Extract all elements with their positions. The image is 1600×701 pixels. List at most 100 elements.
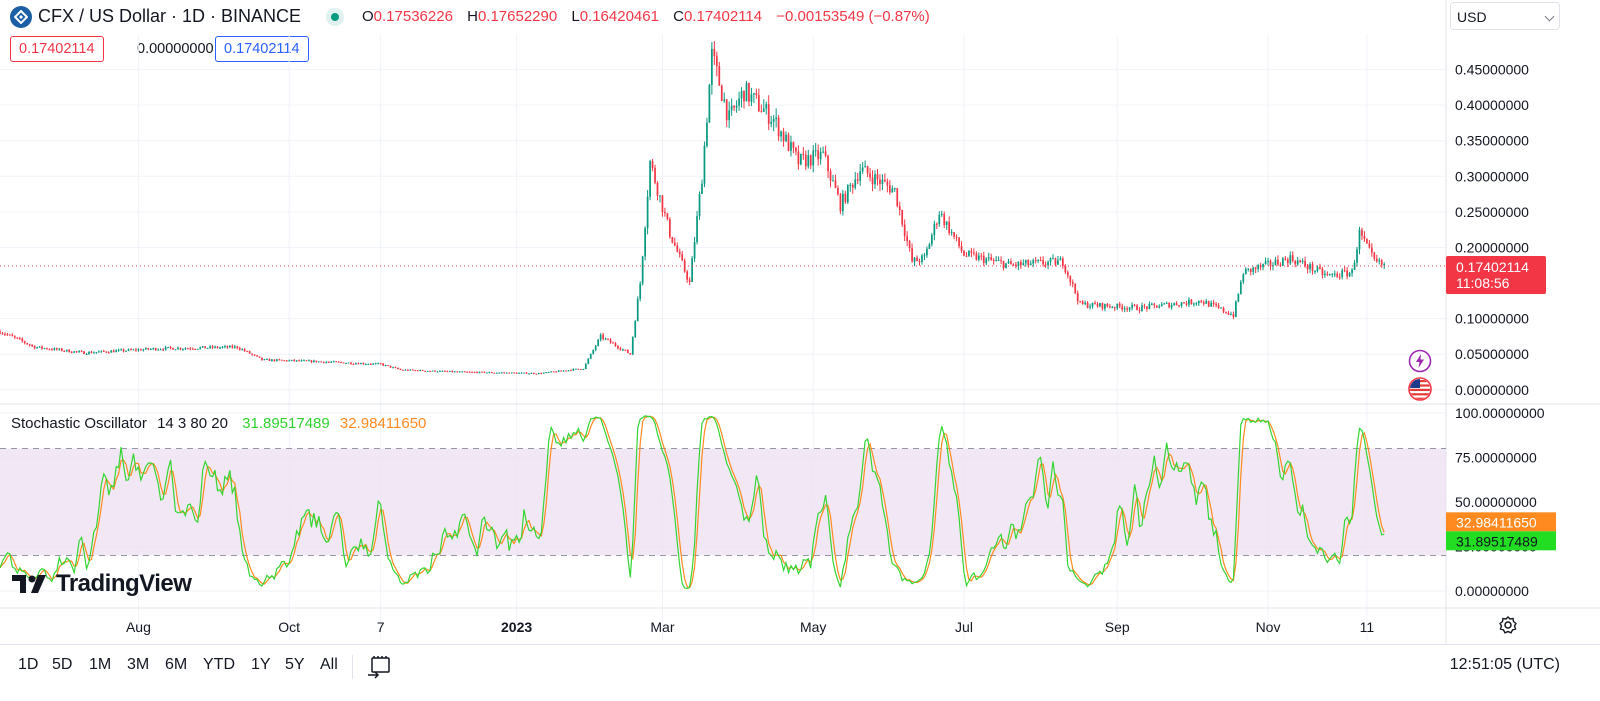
candle-body bbox=[1314, 271, 1316, 273]
oscillator-tick-label: 0.00000000 bbox=[1455, 583, 1529, 599]
price-tick-label: 0.45000000 bbox=[1455, 62, 1529, 78]
candle-body bbox=[1019, 261, 1022, 265]
range-ytd-button[interactable]: YTD bbox=[203, 656, 235, 673]
candle-body bbox=[1113, 307, 1116, 309]
candle-body bbox=[631, 336, 634, 355]
candle-body bbox=[102, 350, 105, 352]
k-value-axis-label: 31.89517489 bbox=[1456, 533, 1538, 549]
candle-body bbox=[251, 353, 253, 355]
symbol-title[interactable]: CFX / US Dollar · 1D · BINANCE bbox=[38, 6, 302, 26]
utc-clock[interactable]: 12:51:05 (UTC) bbox=[1449, 656, 1560, 673]
candle-body bbox=[879, 179, 881, 185]
candle-body bbox=[871, 177, 874, 185]
candle-body bbox=[770, 121, 773, 124]
candle-body bbox=[782, 131, 785, 142]
candle-body bbox=[1316, 267, 1319, 272]
range-6m-button[interactable]: 6M bbox=[165, 656, 188, 673]
lightning-icon[interactable] bbox=[1408, 349, 1432, 378]
candle-body bbox=[829, 171, 832, 181]
candle-body bbox=[65, 349, 68, 351]
candle-body bbox=[1304, 260, 1306, 267]
candle-body bbox=[127, 349, 130, 351]
candle-body bbox=[523, 372, 525, 374]
candle-body bbox=[614, 343, 617, 346]
candle-body bbox=[1301, 260, 1304, 262]
time-tick-label: Oct bbox=[278, 619, 300, 635]
candle-body bbox=[283, 360, 286, 362]
candle-body bbox=[1047, 261, 1049, 265]
candle-body bbox=[921, 255, 923, 263]
gear-icon[interactable] bbox=[1498, 615, 1518, 635]
candle-body bbox=[982, 255, 985, 264]
candle-body bbox=[1358, 229, 1361, 250]
candle-body bbox=[666, 213, 669, 220]
candle-body bbox=[911, 248, 913, 262]
tradingview-logo[interactable]: TradingView bbox=[12, 570, 192, 598]
candle-body bbox=[1069, 275, 1072, 283]
chart-canvas[interactable]: 0.45000000 0.40000000 0.35000000 0.30000000… bbox=[0, 0, 1600, 644]
candle-body bbox=[404, 369, 407, 371]
candle-body bbox=[352, 363, 355, 365]
candle-body bbox=[1217, 305, 1220, 308]
candle-body bbox=[898, 206, 901, 211]
candle-body bbox=[1346, 270, 1348, 277]
candle-body bbox=[987, 257, 990, 259]
market-open-dot-icon[interactable] bbox=[326, 8, 344, 26]
range-5d-button[interactable]: 5D bbox=[52, 656, 73, 673]
candle-body bbox=[36, 347, 38, 349]
candle-body bbox=[720, 85, 723, 101]
candle-body bbox=[646, 196, 649, 229]
candle-body bbox=[1121, 306, 1124, 310]
logo-text: TradingView bbox=[56, 570, 192, 597]
grid-lines bbox=[0, 0, 1600, 644]
candle-body bbox=[246, 351, 249, 353]
sell-price-box[interactable]: 0.17402114 bbox=[10, 36, 104, 62]
candle-body bbox=[718, 66, 721, 86]
currency-select[interactable]: USD bbox=[1450, 2, 1560, 30]
candle-body bbox=[1015, 264, 1017, 267]
candle-body bbox=[510, 372, 513, 374]
candle-body bbox=[785, 134, 787, 142]
candle-body bbox=[1247, 268, 1250, 270]
us-flag-icon[interactable] bbox=[1408, 377, 1432, 406]
range-1y-button[interactable]: 1Y bbox=[251, 656, 271, 673]
candle-body bbox=[305, 360, 308, 362]
candle-body bbox=[1230, 314, 1232, 316]
oscillator-legend[interactable]: Stochastic Oscillator 14 3 80 20 31.8951… bbox=[11, 415, 426, 432]
candle-body bbox=[446, 371, 449, 373]
compare-icon[interactable] bbox=[366, 655, 392, 679]
candle-body bbox=[125, 350, 127, 352]
buy-price-box[interactable]: 0.17402114 bbox=[215, 36, 309, 62]
candle-body bbox=[609, 339, 612, 343]
candle-series bbox=[0, 41, 1446, 375]
candle-body bbox=[495, 372, 498, 374]
candle-body bbox=[186, 348, 189, 350]
price-tick-label: 0.25000000 bbox=[1455, 204, 1529, 220]
candle-body bbox=[1279, 264, 1282, 266]
price-axis: 0.45000000 0.40000000 0.35000000 0.30000000… bbox=[1455, 62, 1529, 398]
time-axis: Aug Oct 7 2023 Mar May Jul Sep Nov 11 bbox=[0, 607, 1600, 635]
candle-body bbox=[688, 279, 691, 282]
candle-body bbox=[713, 48, 716, 57]
range-3m-button[interactable]: 3M bbox=[127, 656, 150, 673]
candle-body bbox=[317, 361, 320, 363]
range-all-button[interactable]: All bbox=[320, 656, 338, 673]
candle-body bbox=[970, 251, 973, 253]
candle-body bbox=[733, 105, 735, 108]
range-5y-button[interactable]: 5Y bbox=[285, 656, 305, 673]
range-1m-button[interactable]: 1M bbox=[89, 656, 112, 673]
candle-body bbox=[471, 371, 473, 373]
range-1d-button[interactable]: 1D bbox=[18, 656, 39, 673]
ohlc-values: O0.17536226 H0.17652290 L0.16420461 C0.1… bbox=[362, 8, 940, 25]
candle-body bbox=[387, 365, 389, 367]
candle-body bbox=[453, 371, 456, 373]
candle-body bbox=[673, 242, 676, 246]
candle-body bbox=[780, 131, 782, 137]
candle-body bbox=[629, 353, 632, 355]
candle-body bbox=[130, 349, 132, 351]
candle-body bbox=[402, 369, 404, 371]
candle-body bbox=[542, 372, 545, 374]
candle-body bbox=[313, 360, 315, 363]
candle-body bbox=[958, 237, 960, 247]
candle-body bbox=[953, 232, 955, 237]
